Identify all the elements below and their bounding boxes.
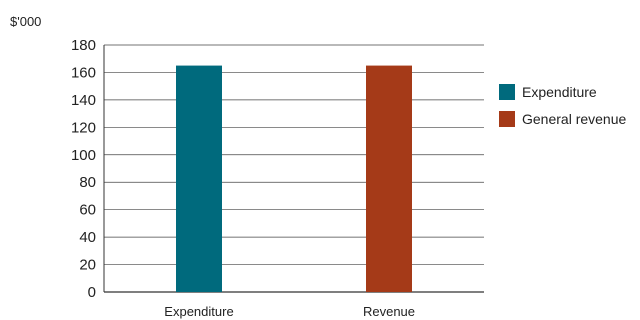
y-axis-ticks: 0 20 40 60 80 100 120 140 160 180: [71, 37, 96, 301]
x-axis-labels: Expenditure Revenue: [164, 304, 415, 319]
y-tick-label: 100: [71, 147, 96, 164]
y-tick-label: 140: [71, 92, 96, 109]
legend-swatch: [499, 84, 515, 100]
y-tick-label: 180: [71, 37, 96, 54]
x-category-label: Expenditure: [164, 304, 233, 319]
legend-label: General revenue: [522, 111, 627, 127]
y-tick-label: 20: [79, 257, 96, 274]
y-tick-label: 160: [71, 64, 96, 81]
gridlines: [103, 44, 484, 293]
x-category-label: Revenue: [363, 304, 415, 319]
legend-swatch: [499, 111, 515, 127]
bar-expenditure: [176, 65, 222, 292]
bars: [176, 65, 412, 292]
bar-revenue: [366, 65, 412, 292]
legend: Expenditure General revenue: [499, 84, 627, 127]
y-tick-label: 60: [79, 202, 96, 219]
y-tick-label: 40: [79, 229, 96, 246]
y-axis-unit-label: $'000: [10, 14, 41, 29]
y-tick-label: 80: [79, 174, 96, 191]
legend-label: Expenditure: [522, 84, 597, 100]
y-tick-label: 0: [88, 284, 96, 301]
y-tick-label: 120: [71, 119, 96, 136]
